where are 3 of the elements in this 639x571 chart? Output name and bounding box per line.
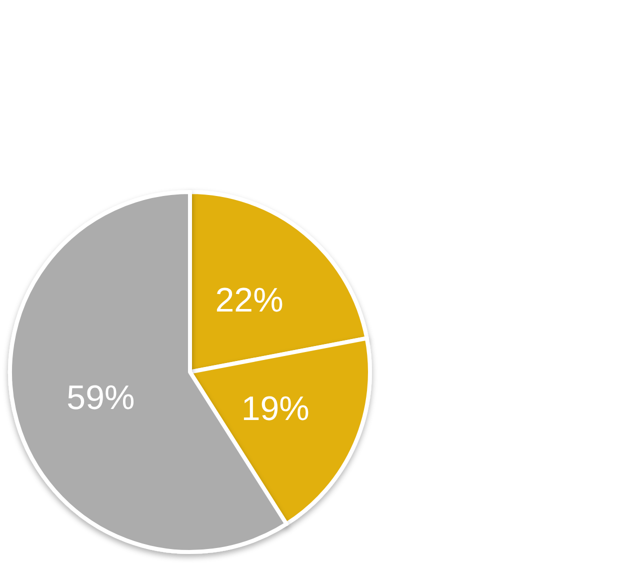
data-label: 19% [241, 390, 310, 428]
data-label: 22% [215, 281, 284, 320]
data-label: 59% [66, 378, 135, 417]
